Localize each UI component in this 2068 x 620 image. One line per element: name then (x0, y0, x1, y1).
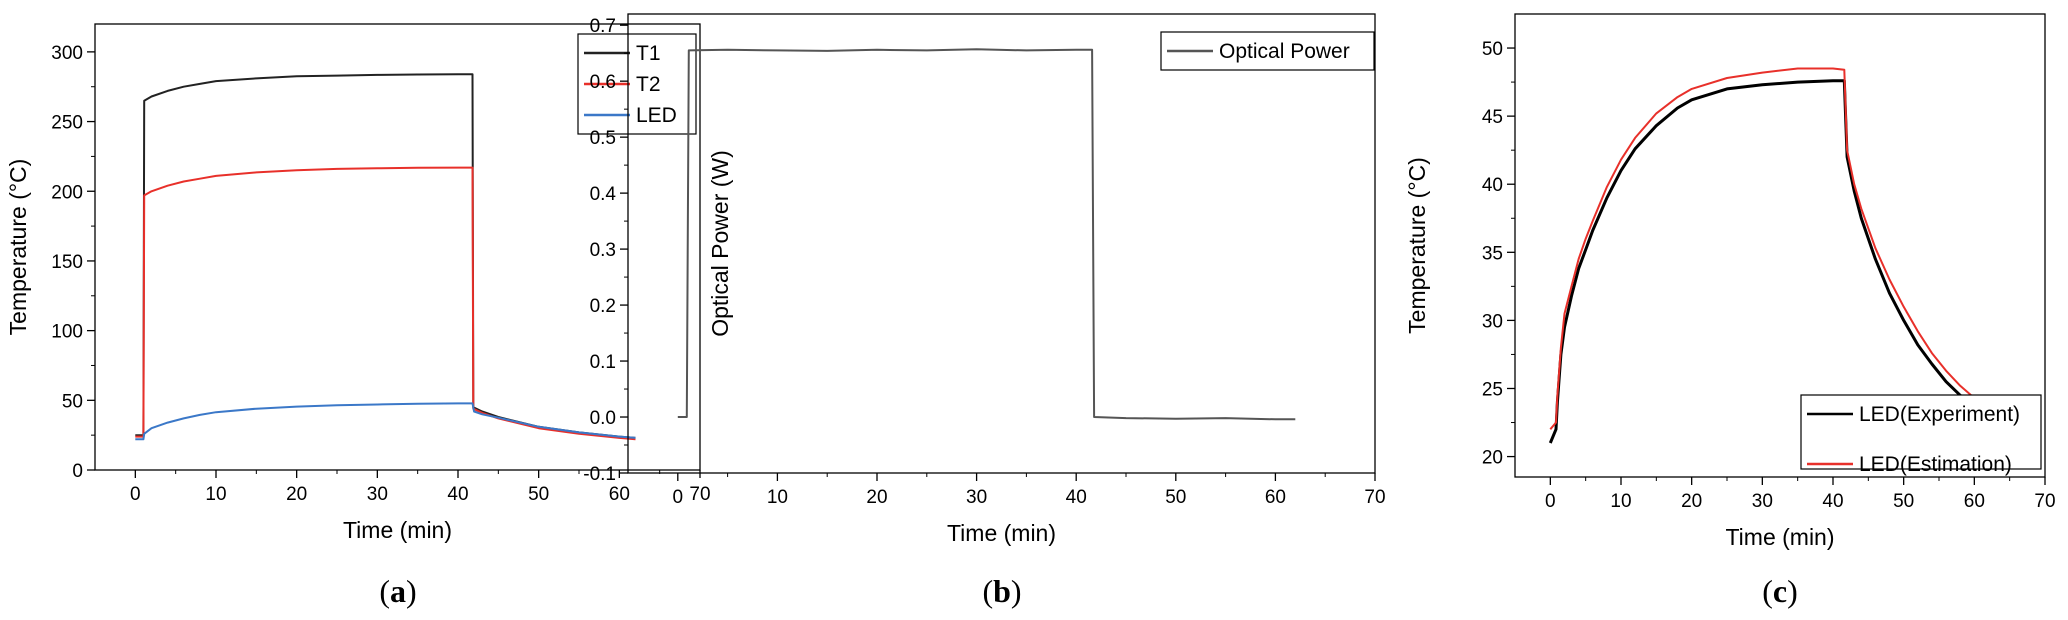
plot-frame (94, 23, 701, 471)
legend-box (1800, 394, 2042, 470)
y-tick-label: 0.5 (590, 128, 616, 149)
y-tick-label: 200 (51, 182, 83, 203)
x-tick-label: 70 (689, 484, 710, 505)
panel-label: (a) (379, 573, 416, 609)
y-tick-label: 0.7 (590, 16, 616, 37)
y-tick-label: 0.2 (590, 296, 616, 317)
legend-label: T2 (636, 73, 661, 96)
y-axis-label: Temperature (°C) (5, 159, 31, 336)
x-tick-label: 0 (130, 484, 141, 505)
x-tick-label: 20 (286, 484, 307, 505)
y-tick-label: 40 (1482, 175, 1503, 196)
x-tick-label: 60 (1265, 487, 1286, 508)
series-line-1 (1548, 79, 1986, 444)
x-tick-label: 40 (447, 484, 468, 505)
y-tick-label: 0.4 (590, 184, 617, 205)
y-tick-label: 35 (1482, 243, 1503, 264)
y-tick-label: 0.6 (590, 72, 616, 93)
series-line-2 (1549, 67, 1986, 430)
y-tick-label: 300 (51, 43, 83, 64)
x-axis-label: Time (min) (1725, 524, 1834, 550)
x-tick-label: 0 (1545, 491, 1556, 512)
x-tick-label: 20 (866, 487, 887, 508)
y-axis-label: Temperature (°C) (1404, 157, 1430, 334)
plot-frame (627, 13, 1376, 474)
legend: LED(Experiment) LED(Estimation) (1800, 394, 2042, 476)
legend-label: LED (636, 104, 677, 127)
x-axis-label: Time (min) (947, 520, 1056, 546)
y-tick-label: 30 (1482, 311, 1503, 332)
y-tick-label: 45 (1482, 107, 1503, 128)
x-tick-label: 10 (205, 484, 226, 505)
legend: Optical Power (1160, 31, 1375, 71)
x-tick-label: 20 (1681, 491, 1702, 512)
x-tick-label: 60 (609, 484, 630, 505)
y-tick-label: 0.3 (590, 240, 616, 261)
panel-label: (c) (1762, 573, 1798, 609)
x-tick-label: 50 (1893, 491, 1914, 512)
x-tick-label: 30 (1752, 491, 1773, 512)
series-line-3 (135, 402, 636, 441)
y-tick-label: 0 (72, 461, 83, 482)
series-line-2 (135, 166, 636, 441)
x-tick-label: 30 (966, 487, 987, 508)
x-tick-label: 50 (1165, 487, 1186, 508)
legend-label: LED(Experiment) (1859, 403, 2020, 426)
x-tick-label: 30 (367, 484, 388, 505)
y-tick-label: 100 (51, 322, 83, 343)
x-tick-label: 10 (1610, 491, 1631, 512)
legend-box (1160, 31, 1375, 71)
y-tick-label: -0.1 (583, 464, 616, 485)
y-tick-label: 25 (1482, 379, 1503, 400)
plot-frame (1514, 13, 2046, 478)
legend-label: LED(Estimation) (1859, 453, 2012, 476)
legend-label: T1 (636, 42, 661, 65)
x-tick-label: 60 (1964, 491, 1985, 512)
y-tick-label: 250 (51, 113, 83, 134)
x-axis-label: Time (min) (343, 517, 452, 543)
y-tick-label: 150 (51, 252, 83, 273)
panel-label: (b) (982, 573, 1021, 609)
x-tick-label: 70 (1364, 487, 1385, 508)
legend: T1 T2 LED (577, 33, 697, 135)
x-tick-label: 40 (1822, 491, 1843, 512)
x-tick-label: 70 (2034, 491, 2055, 512)
y-tick-label: 20 (1482, 448, 1503, 469)
y-tick-label: 50 (1482, 39, 1503, 60)
chart-panel-b: 0 10 20 30 40 50 60 70 -0.1 0.0 0.1 0.2 0.3 0.4 0.5 0.6… (583, 13, 1386, 609)
x-tick-label: 50 (528, 484, 549, 505)
x-tick-label: 0 (673, 487, 684, 508)
panel-letter: c (1773, 573, 1787, 609)
x-tick-label: 10 (767, 487, 788, 508)
y-axis-label: Optical Power (W) (707, 150, 733, 337)
panel-letter: a (390, 573, 406, 609)
series-line-1 (677, 48, 1296, 421)
y-tick-label: 0.1 (590, 352, 616, 373)
panel-letter: b (993, 573, 1011, 609)
x-tick-label: 40 (1066, 487, 1087, 508)
legend-label: Optical Power (1219, 40, 1350, 63)
chart-panel-c: 0 10 20 30 40 50 60 70 20 25 30 35 40 45 50 Time (min) T… (1404, 13, 2056, 609)
series-line-1 (135, 73, 636, 439)
y-tick-label: 50 (62, 391, 83, 412)
y-tick-label: 0.0 (590, 408, 616, 429)
